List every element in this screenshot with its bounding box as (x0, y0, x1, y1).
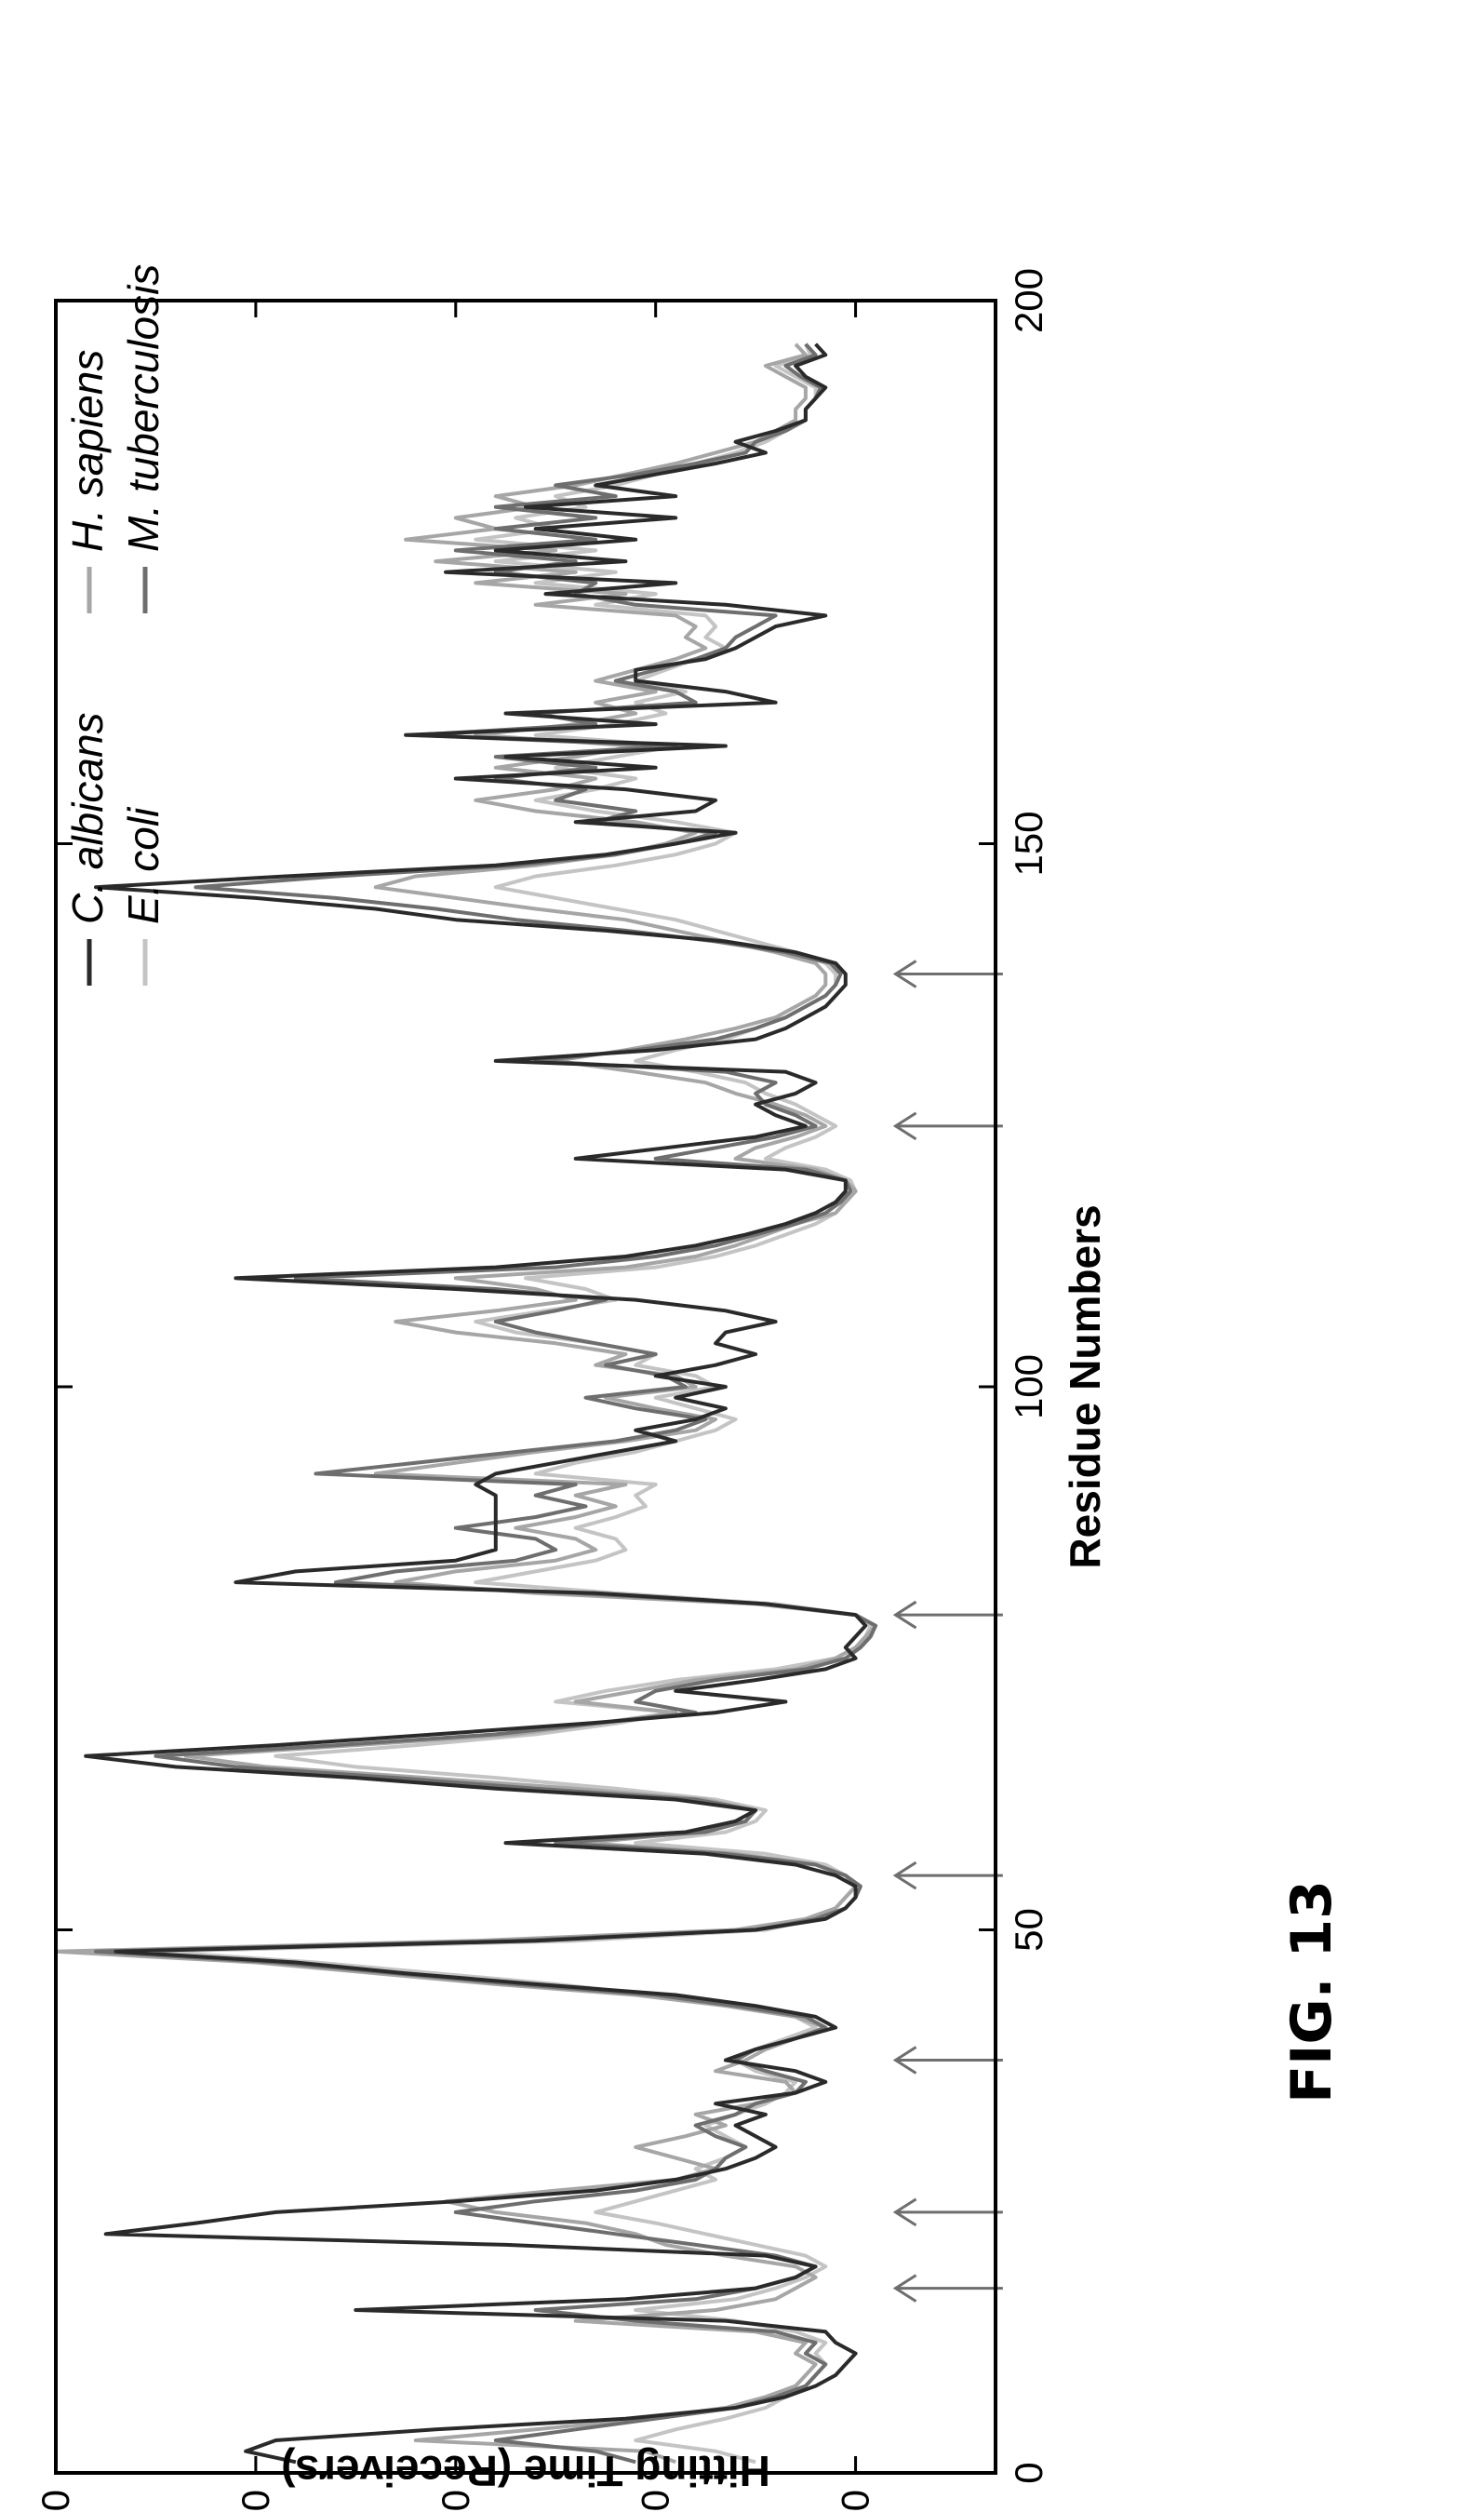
x-axis-ticks: 0 50 100 150 200 (56, 268, 1050, 2484)
x-tick-label: 150 (1007, 811, 1050, 876)
rotated-chart: 0 50 100 150 200 200 400 600 800 1000 Residue Nu… (33, 264, 1344, 2512)
y-tick-label: 200 (834, 2490, 877, 2512)
arrow-marker (892, 2274, 1003, 2303)
arrow-marker (892, 1600, 1003, 1630)
arrow-marker (892, 2197, 1003, 2227)
legend-label: H. sapiens (63, 350, 112, 552)
x-tick-label: 200 (1007, 268, 1050, 333)
y-axis-title: Hitting Time (Receivers) (281, 2447, 770, 2495)
legend-label: M. tuberculosis (119, 264, 167, 552)
y-tick-label: 400 (634, 2490, 677, 2512)
y-axis-ticks: 200 400 600 800 1000 (33, 301, 877, 2512)
arrow-head (892, 1860, 917, 1890)
series-line-m-tuberculosis (94, 343, 878, 2465)
arrow-marker (892, 1111, 1003, 1141)
arrow-head (892, 2046, 917, 2075)
plot-frame (54, 299, 997, 2475)
legend-label: E. coli (119, 806, 167, 924)
x-tick-label: 0 (1007, 2462, 1050, 2483)
series-line-e-coli (154, 343, 873, 2465)
x-tick-label: 50 (1007, 1908, 1050, 1952)
arrow-head (892, 2197, 917, 2227)
arrow-head (892, 2274, 917, 2303)
legend-item: C. albicans (63, 712, 112, 986)
arrow-markers (892, 960, 1003, 2303)
y-tick-label: 800 (234, 2490, 277, 2512)
arrow-marker (892, 960, 1003, 988)
y-tick-label: 1000 (33, 2490, 77, 2512)
arrow-head (892, 1111, 917, 1141)
arrow-marker (892, 2046, 1003, 2075)
arrow-head (892, 1600, 917, 1630)
legend-item: M. tuberculosis (119, 264, 167, 613)
legend-item: E. coli (119, 806, 167, 986)
series-line-h-sapiens (54, 343, 878, 2465)
y-tick-label: 600 (434, 2490, 477, 2512)
x-tick-label: 100 (1007, 1354, 1050, 1419)
series-line-c-albicans (84, 343, 868, 2465)
legend: C. albicans H. sapiens E. coli M. tuberculo… (63, 264, 167, 986)
plot-lines (54, 343, 878, 2465)
arrow-head (892, 960, 917, 988)
legend-label: C. albicans (63, 712, 112, 924)
figure-caption: FIG. 13 (1279, 1880, 1344, 2103)
legend-item: H. sapiens (63, 350, 112, 613)
x-axis-title: Residue Numbers (1061, 1204, 1109, 1568)
arrow-marker (892, 1860, 1003, 1890)
